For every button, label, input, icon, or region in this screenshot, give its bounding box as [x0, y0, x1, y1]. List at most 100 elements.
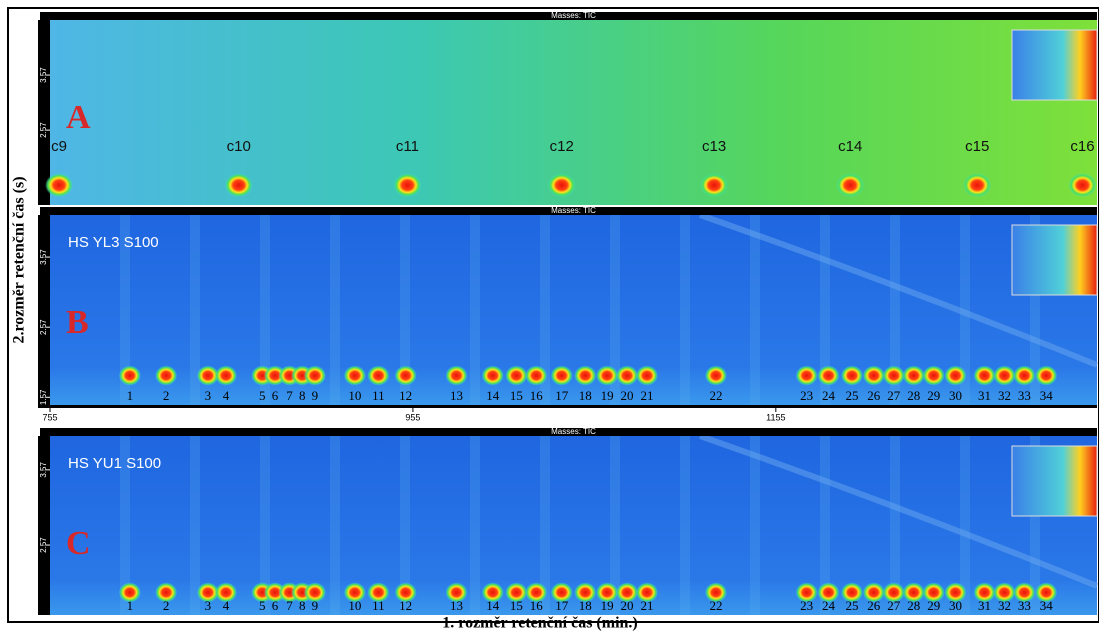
streak — [120, 436, 130, 615]
peak — [343, 582, 366, 603]
peak-label: 6 — [272, 388, 279, 403]
peak-label: 33 — [1018, 598, 1031, 613]
sample-name: HS YU1 S100 — [68, 455, 161, 472]
peak — [367, 582, 390, 603]
x-axis-strip — [38, 405, 1097, 408]
peak — [944, 582, 967, 603]
peak — [841, 582, 864, 603]
peak-label: 26 — [867, 598, 881, 613]
peak-label: 3 — [205, 598, 212, 613]
peak — [1068, 173, 1097, 198]
peak — [902, 582, 925, 603]
peak — [394, 365, 417, 386]
inset — [1011, 224, 1098, 296]
peak-label: 30 — [949, 598, 962, 613]
peak-label: 13 — [450, 598, 463, 613]
y-tick-label: 1.57 — [39, 389, 48, 405]
streak — [540, 436, 550, 615]
peak-label: 18 — [579, 598, 592, 613]
peak-label: 8 — [299, 598, 306, 613]
peak-label: c14 — [838, 138, 862, 155]
peak-label: c10 — [227, 138, 251, 155]
peak-label: 24 — [822, 388, 836, 403]
peak-label: 17 — [555, 598, 569, 613]
peak — [367, 365, 390, 386]
peak-label: 29 — [927, 388, 940, 403]
peak — [973, 365, 996, 386]
peak — [882, 582, 905, 603]
peak — [343, 365, 366, 386]
streak — [820, 436, 830, 615]
peak — [547, 173, 576, 198]
peak — [704, 365, 727, 386]
peak-label: 6 — [272, 598, 279, 613]
peak-label: 31 — [978, 388, 991, 403]
panel-background — [50, 20, 1097, 205]
peak — [596, 582, 619, 603]
peak-label: 12 — [399, 388, 412, 403]
peak — [45, 173, 74, 198]
peak — [902, 365, 925, 386]
peak — [118, 582, 141, 603]
peak-label: 27 — [887, 598, 901, 613]
peak — [993, 365, 1016, 386]
y-axis-title: 2.rozměr retenční čas (s) — [11, 176, 28, 343]
peak-label: 16 — [530, 388, 544, 403]
peak — [841, 365, 864, 386]
peak-label: 8 — [299, 388, 306, 403]
streak — [120, 215, 130, 405]
peak — [944, 365, 967, 386]
y-axis-strip — [38, 436, 50, 615]
peak-label: 11 — [372, 598, 385, 613]
peak-label: 1 — [127, 598, 134, 613]
title-strip — [40, 428, 1097, 436]
peak-label: 17 — [555, 388, 569, 403]
peak — [303, 365, 326, 386]
streak — [610, 215, 620, 405]
streak — [190, 215, 200, 405]
peak-label: 25 — [846, 598, 859, 613]
peak — [525, 582, 548, 603]
y-tick-label: 2.57 — [39, 537, 48, 553]
panel-letter: B — [66, 304, 89, 341]
y-tick-label: 3.57 — [39, 249, 48, 265]
arc-artifact — [699, 212, 1099, 368]
streak — [1030, 436, 1040, 615]
peak-label: 20 — [621, 388, 634, 403]
streak — [470, 436, 480, 615]
peak — [795, 582, 818, 603]
inset — [1011, 29, 1098, 101]
peak-label: 22 — [709, 598, 722, 613]
peak — [224, 173, 253, 198]
peak-label: 32 — [998, 388, 1011, 403]
peak — [155, 365, 178, 386]
peak — [616, 582, 639, 603]
streak — [750, 436, 760, 615]
peak-label: c15 — [965, 138, 989, 155]
peak — [862, 365, 885, 386]
inset — [1011, 445, 1098, 517]
peak-label: 15 — [510, 598, 523, 613]
peak-label: 32 — [998, 598, 1011, 613]
peak-label: 21 — [640, 388, 653, 403]
peak-label: 19 — [601, 598, 614, 613]
peak-label: 10 — [348, 388, 361, 403]
peak — [817, 365, 840, 386]
y-tick-label: 2.57 — [39, 122, 48, 138]
peak-label: 4 — [223, 598, 230, 613]
peak-label: 27 — [887, 388, 901, 403]
peak — [550, 582, 573, 603]
streak — [610, 436, 620, 615]
streak — [890, 215, 900, 405]
peak — [574, 582, 597, 603]
streak — [470, 215, 480, 405]
x-tick-label: 955 — [405, 412, 420, 422]
peak — [1035, 582, 1058, 603]
peak-label: 20 — [621, 598, 634, 613]
peak — [635, 365, 658, 386]
x-tick-label: 755 — [42, 412, 57, 422]
peak — [303, 582, 326, 603]
peak — [155, 582, 178, 603]
peak — [1013, 365, 1036, 386]
